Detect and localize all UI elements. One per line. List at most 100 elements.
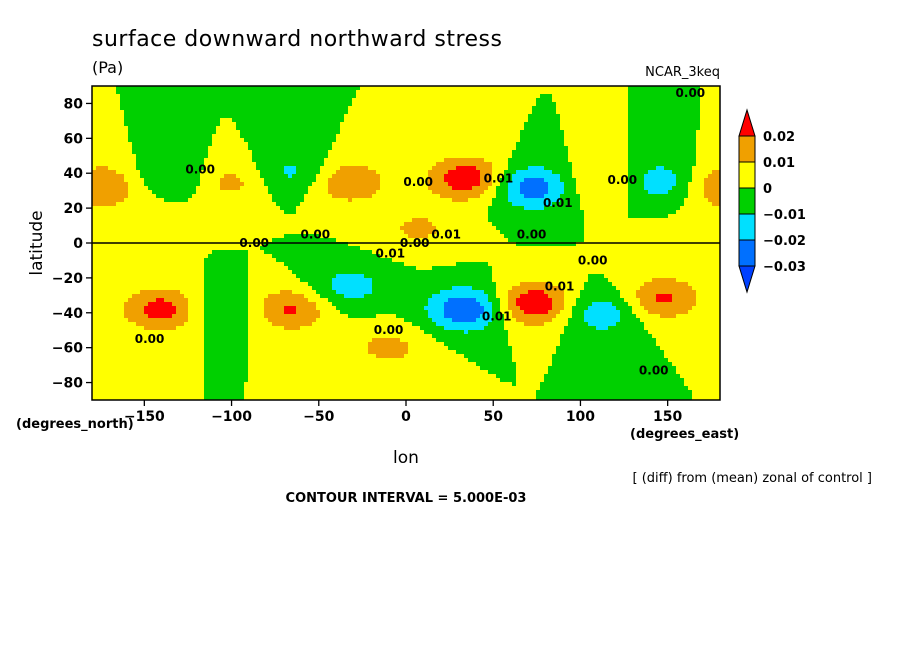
field-cell	[104, 174, 109, 179]
field-cell	[664, 158, 669, 163]
field-cell	[616, 94, 621, 99]
field-cell	[672, 110, 677, 115]
field-cell	[580, 114, 585, 119]
field-cell	[492, 90, 497, 95]
field-cell	[436, 182, 441, 187]
field-cell	[156, 134, 161, 139]
field-cell	[528, 198, 533, 203]
field-cell	[124, 86, 129, 91]
field-cell	[276, 142, 281, 147]
field-cell	[572, 198, 577, 203]
field-cell	[172, 146, 177, 151]
field-cell	[264, 86, 269, 91]
field-cell	[340, 174, 345, 179]
field-cell	[504, 198, 509, 203]
field-cell	[444, 210, 449, 215]
field-cell	[684, 90, 689, 95]
field-cell	[252, 146, 257, 151]
field-cell	[304, 194, 309, 199]
field-cell	[368, 170, 373, 175]
field-cell	[272, 102, 277, 107]
field-cell	[624, 142, 629, 147]
field-cell	[452, 130, 457, 135]
field-cell	[300, 158, 305, 163]
field-cell	[488, 158, 493, 163]
field-cell	[384, 134, 389, 139]
field-cell	[320, 142, 325, 147]
field-cell	[460, 166, 465, 171]
field-cell	[136, 114, 141, 119]
field-cell	[376, 158, 381, 163]
field-cell	[536, 122, 541, 127]
field-cell	[708, 202, 713, 207]
field-cell	[248, 162, 253, 167]
field-cell	[368, 166, 373, 171]
field-cell	[652, 122, 657, 127]
field-cell	[336, 118, 341, 123]
field-cell	[708, 194, 713, 199]
field-cell	[564, 194, 569, 199]
field-cell	[344, 154, 349, 159]
field-cell	[248, 154, 253, 159]
field-cell	[604, 110, 609, 115]
field-cell	[472, 102, 477, 107]
field-cell	[392, 150, 397, 155]
field-cell	[180, 146, 185, 151]
field-cell	[304, 114, 309, 119]
field-cell	[236, 174, 241, 179]
field-cell	[476, 182, 481, 187]
field-cell	[684, 134, 689, 139]
field-cell	[200, 170, 205, 175]
field-cell	[504, 86, 509, 91]
field-cell	[248, 122, 253, 127]
field-cell	[704, 194, 709, 199]
field-cell	[668, 166, 673, 171]
field-cell	[196, 106, 201, 111]
field-cell	[508, 114, 513, 119]
field-cell	[296, 154, 301, 159]
field-cell	[612, 102, 617, 107]
field-cell	[644, 86, 649, 91]
field-cell	[704, 154, 709, 159]
field-cell	[236, 142, 241, 147]
field-cell	[380, 202, 385, 207]
field-cell	[300, 130, 305, 135]
field-cell	[592, 158, 597, 163]
field-cell	[160, 98, 165, 103]
field-cell	[396, 154, 401, 159]
field-cell	[688, 114, 693, 119]
field-cell	[452, 174, 457, 179]
field-cell	[208, 106, 213, 111]
field-cell	[376, 86, 381, 91]
field-cell	[508, 142, 513, 147]
field-cell	[260, 170, 265, 175]
field-cell	[648, 90, 653, 95]
field-cell	[152, 190, 157, 195]
field-cell	[440, 106, 445, 111]
field-cell	[360, 126, 365, 131]
field-cell	[640, 158, 645, 163]
field-cell	[292, 114, 297, 119]
field-cell	[380, 142, 385, 147]
field-cell	[628, 206, 633, 211]
field-cell	[164, 142, 169, 147]
field-cell	[104, 198, 109, 203]
field-cell	[128, 170, 133, 175]
field-cell	[592, 150, 597, 155]
field-cell	[336, 122, 341, 127]
field-cell	[348, 118, 353, 123]
field-cell	[176, 142, 181, 147]
field-cell	[220, 118, 225, 123]
field-cell	[180, 210, 185, 215]
field-cell	[156, 142, 161, 147]
field-cell	[460, 178, 465, 183]
field-cell	[312, 174, 317, 179]
field-cell	[148, 98, 153, 103]
field-cell	[340, 86, 345, 91]
field-cell	[288, 194, 293, 199]
field-cell	[492, 126, 497, 131]
field-cell	[700, 166, 705, 171]
field-cell	[256, 110, 261, 115]
field-cell	[224, 186, 229, 191]
